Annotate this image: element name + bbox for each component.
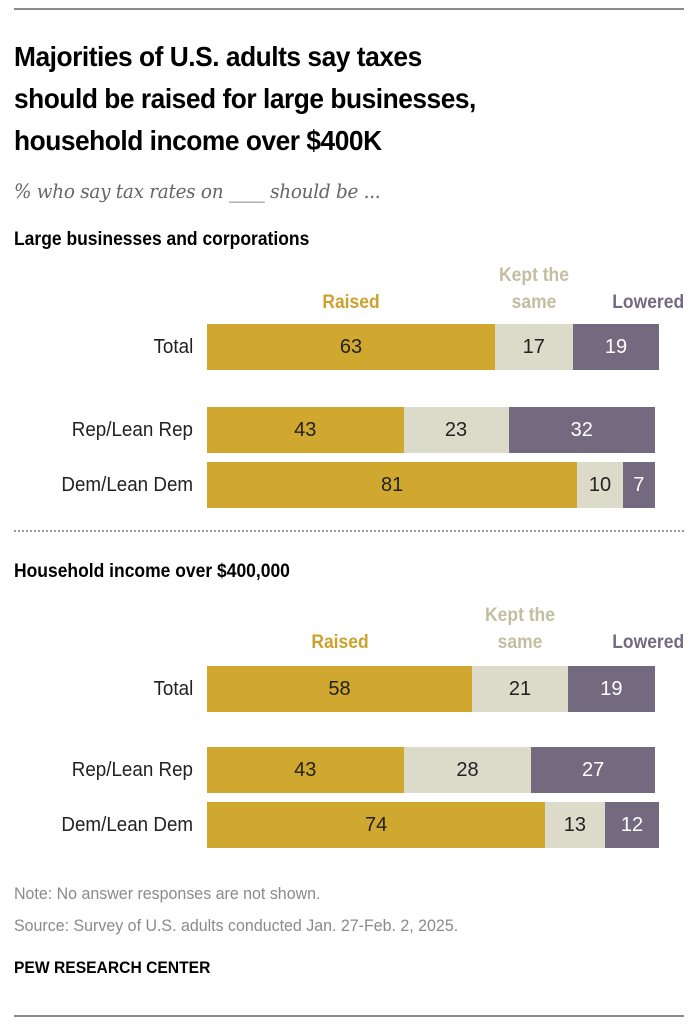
bar-segment-lowered: 19: [568, 666, 655, 712]
chart-title: Majorities of U.S. adults say taxes shou…: [14, 36, 616, 162]
bar-segment-kept: 28: [403, 747, 532, 793]
bar-segment-raised: 58: [207, 666, 473, 712]
row-label: Total: [153, 678, 193, 700]
legend-kept-the-same-text: Kept the: [498, 265, 569, 286]
bar-segment-kept: 17: [494, 324, 573, 370]
data-label: 43: [294, 418, 317, 441]
legend-lowered: Lowered: [612, 289, 684, 316]
legend-kept-the-same: Kept the same: [465, 602, 575, 656]
bottom-rule: [14, 1015, 684, 1017]
bar-segment-kept: 13: [545, 802, 605, 848]
data-label: 10: [588, 473, 612, 496]
bar-segment-raised: 43: [207, 747, 404, 793]
bar-segment-raised: 74: [207, 802, 546, 848]
legend-lowered: Lowered: [612, 629, 684, 656]
data-label: 21: [508, 677, 532, 700]
bar-segment-raised: 43: [207, 407, 404, 453]
row-label: Total: [153, 336, 193, 358]
row-label: Rep/Lean Rep: [71, 759, 193, 781]
bar-segment-lowered: 12: [604, 802, 660, 848]
bar-segment-kept: 10: [577, 462, 623, 508]
data-label: 81: [380, 473, 404, 496]
legend-kept-the-same: Kept the same: [479, 262, 589, 316]
data-label: 13: [563, 813, 586, 836]
section-divider: [14, 530, 684, 532]
row-label: Rep/Lean Rep: [71, 419, 193, 441]
data-label: 19: [604, 335, 628, 358]
bar-segment-kept: 23: [403, 407, 509, 453]
title-line: should be raised for large businesses,: [14, 83, 476, 114]
legend-raised: Raised: [284, 629, 394, 656]
data-label: 63: [339, 335, 363, 358]
data-label: 7: [633, 473, 645, 496]
top-rule: [14, 8, 684, 10]
section-title-businesses: Large businesses and corporations: [14, 229, 310, 250]
data-label: 17: [522, 335, 545, 358]
legend-raised-text: Raised: [322, 292, 380, 313]
bar-segment-lowered: 7: [622, 462, 655, 508]
title-line: household income over $400K: [14, 125, 382, 156]
row-label: Dem/Lean Dem: [61, 474, 193, 496]
data-label: 74: [364, 813, 388, 836]
title-line: Majorities of U.S. adults say taxes: [14, 41, 422, 72]
legend-kept-the-same-text: same: [497, 632, 543, 653]
bar-segment-raised: 63: [207, 324, 495, 370]
data-label: 28: [456, 758, 479, 781]
legend-lowered-text: Lowered: [612, 292, 684, 313]
bar-segment-raised: 81: [207, 462, 578, 508]
chart-subtitle: % who say tax rates on ____ should be ..…: [14, 179, 381, 203]
bar-segment-lowered: 19: [572, 324, 660, 370]
data-label: 27: [582, 758, 605, 781]
data-label: 12: [620, 813, 644, 836]
section-title-income: Household income over $400,000: [14, 561, 290, 582]
note-text: Note: No answer responses are not shown.: [14, 884, 321, 903]
data-label: 19: [600, 677, 623, 700]
data-label: 58: [328, 677, 351, 700]
data-label: 32: [570, 418, 593, 441]
legend-kept-the-same-text: Kept the: [485, 605, 555, 626]
pew-brand: PEW RESEARCH CENTER: [14, 958, 211, 977]
legend-kept-the-same-text: same: [511, 292, 557, 313]
bar-segment-kept: 21: [472, 666, 569, 712]
bar-segment-lowered: 27: [531, 747, 655, 793]
legend-raised: Raised: [296, 289, 406, 316]
data-label: 43: [294, 758, 317, 781]
data-label: 23: [444, 418, 468, 441]
legend-lowered-text: Lowered: [612, 632, 684, 653]
bar-segment-lowered: 32: [508, 407, 655, 453]
legend-raised-text: Raised: [310, 632, 369, 653]
row-label: Dem/Lean Dem: [61, 814, 193, 836]
source-text: Source: Survey of U.S. adults conducted …: [14, 916, 459, 935]
